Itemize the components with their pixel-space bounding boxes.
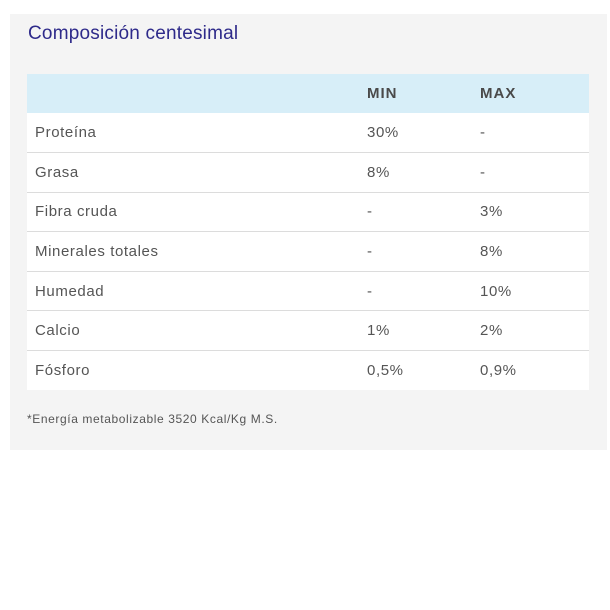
nutrient-name: Humedad — [35, 282, 105, 300]
table-row: Fibra cruda - 3% — [27, 192, 589, 232]
nutrient-name: Fósforo — [35, 362, 91, 380]
nutrient-name: Calcio — [35, 322, 81, 340]
table-row: Proteína 30% - — [27, 113, 589, 153]
nutrient-name: Minerales totales — [35, 243, 159, 261]
header-max: MAX — [480, 85, 517, 102]
section-title: Composición centesimal — [28, 23, 239, 44]
max-value: 0,9% — [480, 362, 517, 380]
table-row: Minerales totales - 8% — [27, 231, 589, 272]
min-value: - — [367, 282, 373, 300]
max-value: 3% — [480, 203, 503, 221]
max-value: 2% — [480, 322, 503, 340]
max-value: 8% — [480, 243, 503, 261]
header-min: MIN — [367, 85, 398, 102]
min-value: - — [367, 243, 373, 261]
nutrient-name: Fibra cruda — [35, 203, 118, 221]
table-row: Grasa 8% - — [27, 152, 589, 193]
nutrient-name: Grasa — [35, 163, 79, 181]
table-row: Fósforo 0,5% 0,9% — [27, 350, 589, 391]
table-row: Calcio 1% 2% — [27, 310, 589, 351]
max-value: 10% — [480, 282, 512, 300]
min-value: 1% — [367, 322, 390, 340]
nutrient-name: Proteína — [35, 124, 97, 142]
composition-table: MIN MAX Proteína 30% - Grasa 8% - Fibra … — [27, 74, 589, 391]
max-value: - — [480, 163, 486, 181]
max-value: - — [480, 124, 486, 142]
min-value: - — [367, 203, 373, 221]
energy-footnote: *Energía metabolizable 3520 Kcal/Kg M.S. — [27, 412, 278, 426]
composition-card: Composición centesimal MIN MAX Proteína … — [10, 14, 607, 450]
min-value: 30% — [367, 124, 399, 142]
min-value: 8% — [367, 163, 390, 181]
table-row: Humedad - 10% — [27, 271, 589, 311]
header-nutrient — [27, 74, 359, 113]
min-value: 0,5% — [367, 362, 404, 380]
table-header-row: MIN MAX — [27, 74, 589, 113]
